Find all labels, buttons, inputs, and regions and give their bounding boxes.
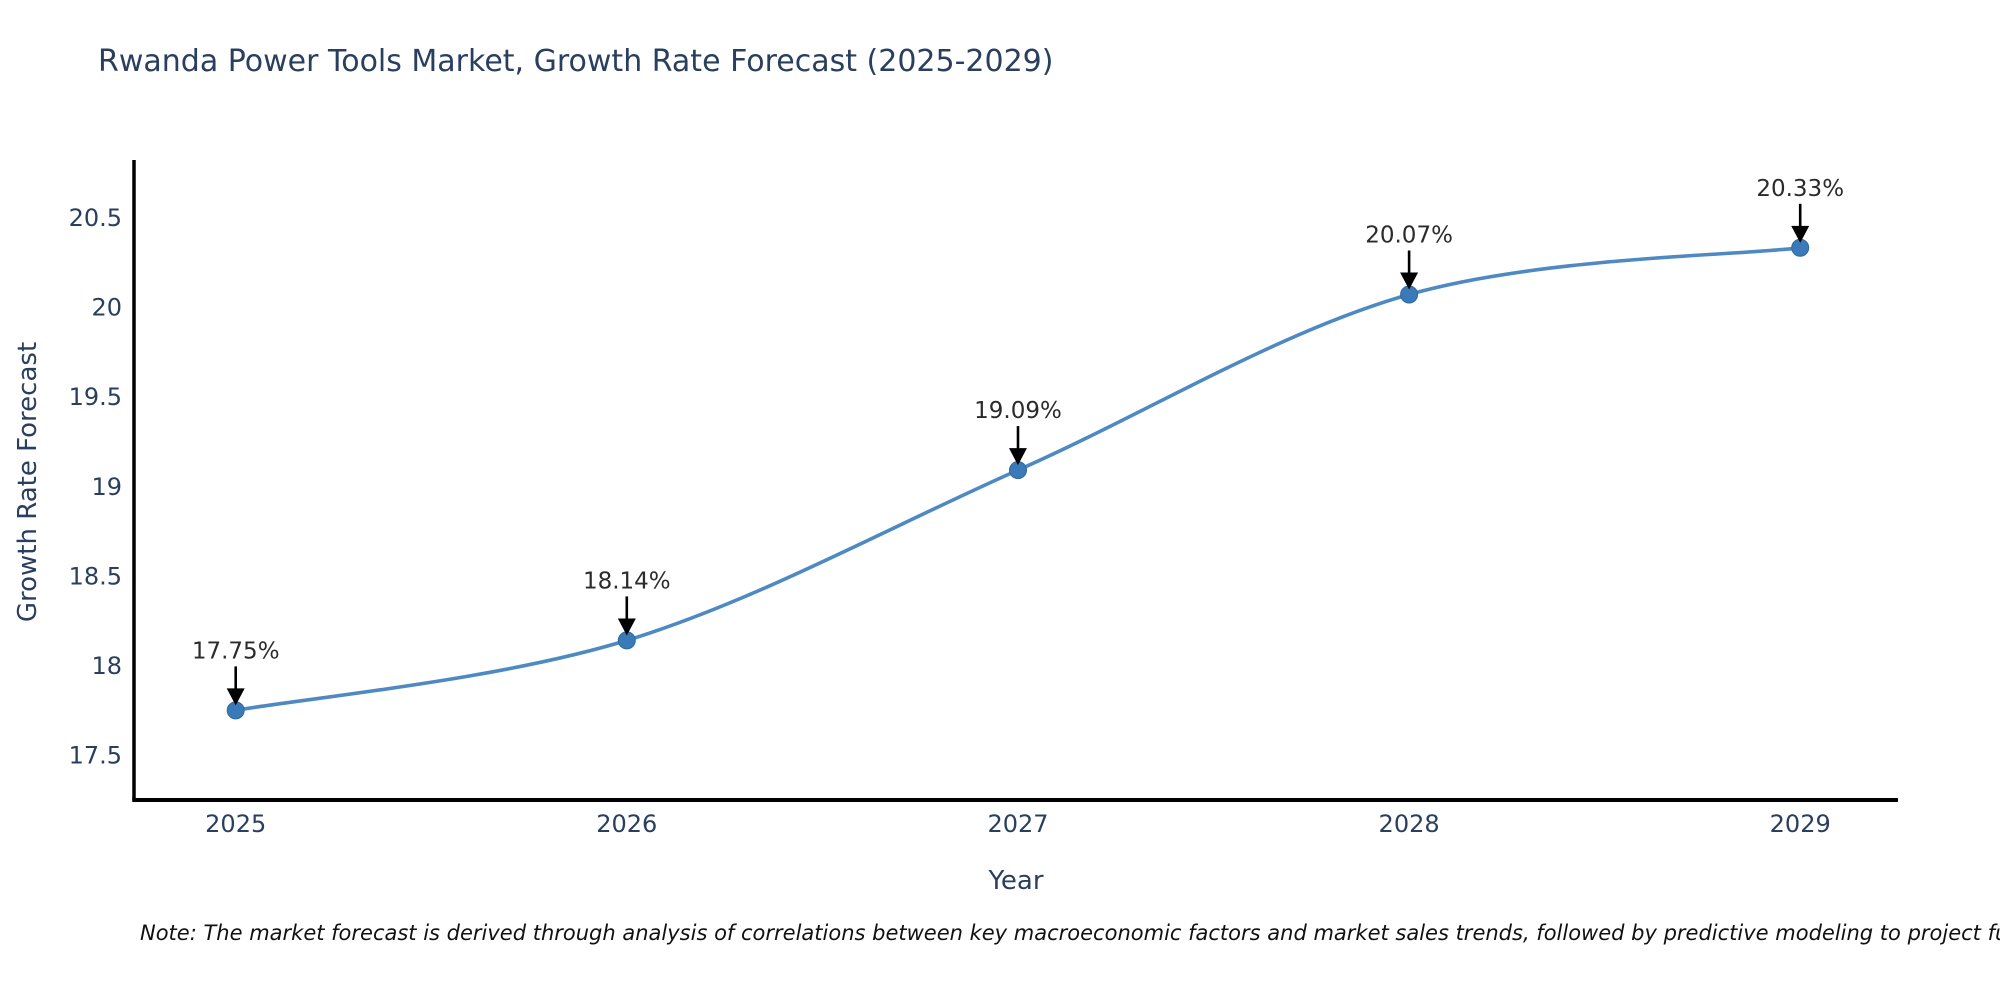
svg-text:2026: 2026 xyxy=(596,810,657,838)
x-axis-title: Year xyxy=(988,866,1044,896)
svg-text:17.5: 17.5 xyxy=(69,742,122,770)
svg-text:2027: 2027 xyxy=(987,810,1048,838)
annotation-label: 20.07% xyxy=(1365,223,1453,249)
annotation-arrowhead xyxy=(1008,448,1027,466)
y-tick-labels: 17.5 18 18.5 19 19.5 20 20.5 xyxy=(69,204,122,770)
svg-text:18.5: 18.5 xyxy=(69,562,122,590)
svg-text:20: 20 xyxy=(91,294,122,322)
annotation-label: 18.14% xyxy=(583,568,671,594)
svg-text:20.5: 20.5 xyxy=(69,204,122,232)
series-markers xyxy=(226,238,1810,720)
chart-title: Rwanda Power Tools Market, Growth Rate F… xyxy=(98,44,1054,79)
svg-text:19.5: 19.5 xyxy=(69,383,122,411)
x-tick-labels: 2025 2026 2027 2028 2029 xyxy=(205,810,1831,838)
annotation-arrowhead xyxy=(1791,225,1810,243)
annotation-label: 20.33% xyxy=(1756,176,1844,202)
annotation-arrowhead xyxy=(617,618,636,636)
series-line xyxy=(233,246,1802,713)
svg-text:18: 18 xyxy=(91,652,122,680)
svg-text:2025: 2025 xyxy=(205,810,266,838)
svg-text:2029: 2029 xyxy=(1770,810,1831,838)
point-annotations: 17.75% 18.14% 19.09% 20.07% 20.33% xyxy=(192,176,1844,706)
axis-spines xyxy=(132,160,1898,802)
svg-text:19: 19 xyxy=(91,473,122,501)
footnote-text: Note: The market forecast is derived thr… xyxy=(140,921,2000,945)
annotation-label: 17.75% xyxy=(192,638,280,664)
annotation-arrowhead xyxy=(226,688,245,706)
svg-text:2028: 2028 xyxy=(1379,810,1440,838)
annotation-arrowhead xyxy=(1400,272,1419,290)
annotation-label: 19.09% xyxy=(974,398,1062,424)
